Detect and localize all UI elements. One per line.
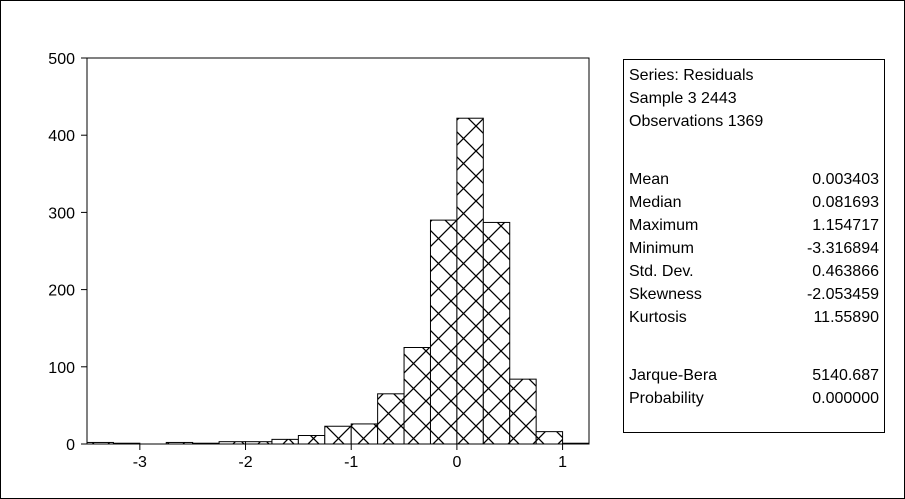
statistics-panel: Series: Residuals Sample 3 2443 Observat… — [623, 59, 885, 433]
stat-value: -3.316894 — [806, 240, 879, 257]
stat-row-skewness: Skewness -2.053459 — [629, 286, 879, 308]
stat-label: Std. Dev. — [629, 263, 694, 280]
histogram-bar — [456, 117, 484, 445]
y-tick-label: 400 — [48, 128, 75, 145]
stat-value: 1.154717 — [812, 217, 879, 234]
histogram-bars — [86, 117, 590, 445]
stat-label: Maximum — [629, 217, 699, 234]
stat-value: 0.003403 — [812, 171, 879, 188]
stat-row-maximum: Maximum 1.154717 — [629, 217, 879, 239]
histogram-bar — [377, 393, 405, 445]
stat-row-jarque-bera: Jarque-Bera 5140.687 — [629, 367, 879, 389]
sample-line: Sample 3 2443 — [629, 90, 737, 107]
x-tick-label: -1 — [344, 454, 358, 471]
observations-line: Observations 1369 — [629, 113, 764, 130]
stat-row-probability: Probability 0.000000 — [629, 390, 879, 412]
stat-label: Skewness — [629, 286, 702, 303]
histogram-bar — [403, 347, 431, 445]
histogram-bar — [324, 425, 352, 445]
y-tick-label: 200 — [48, 283, 75, 300]
histogram-bar — [350, 423, 379, 445]
y-tick-label: 100 — [48, 360, 75, 377]
stat-value: 5140.687 — [812, 367, 879, 384]
y-tick-label: 300 — [48, 205, 75, 222]
stat-value: -2.053459 — [806, 286, 879, 303]
y-tick-label: 0 — [66, 437, 75, 454]
series-name-line: Series: Residuals — [629, 67, 754, 84]
x-axis: -3 -2 -1 0 1 — [133, 444, 567, 471]
stat-row-mean: Mean 0.003403 — [629, 171, 879, 193]
stat-label: Mean — [629, 171, 670, 188]
histogram-bar — [271, 438, 299, 445]
y-axis: 0 100 200 300 400 500 — [48, 51, 87, 454]
stat-label: Minimum — [629, 240, 694, 257]
stat-value: 0.000000 — [812, 390, 879, 407]
stat-row-kurtosis: Kurtosis 11.55890 — [629, 309, 879, 331]
stat-label: Jarque-Bera — [629, 367, 718, 384]
stat-row-median: Median 0.081693 — [629, 194, 879, 216]
stat-label: Kurtosis — [629, 309, 687, 326]
x-tick-label: -2 — [238, 454, 252, 471]
plot-area-border — [86, 57, 590, 445]
histogram-bar — [297, 435, 326, 445]
histogram-bar — [429, 219, 458, 445]
x-tick-label: 0 — [452, 454, 461, 471]
x-tick-label: 1 — [558, 454, 567, 471]
histogram-bar — [535, 431, 564, 445]
stat-value: 0.081693 — [812, 194, 879, 211]
histogram-bar — [482, 221, 511, 445]
stat-row-std-dev: Std. Dev. 0.463866 — [629, 263, 879, 285]
stat-row-minimum: Minimum -3.316894 — [629, 240, 879, 262]
stat-label: Median — [629, 194, 682, 211]
stat-value: 0.463866 — [812, 263, 879, 280]
histogram-bar — [509, 378, 537, 445]
x-tick-label: -3 — [133, 454, 147, 471]
stat-label: Probability — [629, 390, 704, 407]
stat-value: 11.55890 — [813, 309, 879, 326]
y-tick-label: 500 — [48, 51, 75, 68]
